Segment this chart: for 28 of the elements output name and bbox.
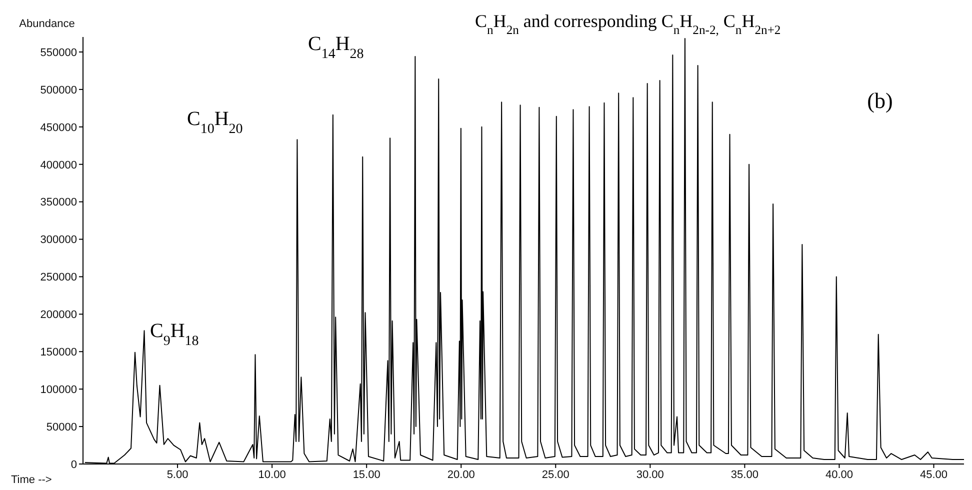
y-tick-label: 350000 (40, 196, 77, 209)
x-tick-label: 15.00 (352, 468, 380, 481)
x-tick-label: 20.00 (447, 468, 475, 481)
x-tick-label: 5.00 (166, 468, 188, 481)
x-axis-title: Time --> (11, 474, 52, 486)
y-tick-label: 250000 (40, 272, 77, 284)
y-tick-label: 100000 (40, 384, 77, 396)
x-tick-label: 30.00 (636, 468, 664, 481)
x-tick-label: 10.00 (258, 468, 286, 481)
annotation: (b) (867, 88, 893, 113)
y-tick-label: 400000 (40, 159, 77, 172)
y-tick-label: 50000 (46, 421, 77, 434)
annotation: C$_{10}$H$_{20}$ (187, 108, 243, 136)
y-tick-label: 500000 (40, 84, 77, 96)
x-tick-label: 25.00 (542, 468, 570, 481)
x-tick-label: 35.00 (730, 468, 758, 481)
y-tick-label: 150000 (40, 346, 77, 359)
y-axis-title: Abundance (19, 18, 75, 30)
y-tick-label: 550000 (40, 46, 77, 59)
annotation: C$_{9}$H$_{18}$ (150, 320, 199, 348)
x-tick-label: 45.00 (920, 468, 948, 481)
annotation: C$_{14}$H$_{28}$ (308, 33, 364, 62)
y-tick-label: 0 (70, 458, 77, 471)
y-tick-label: 200000 (40, 309, 77, 322)
y-tick-label: 450000 (40, 122, 77, 134)
text: C$_{n}$H$_{2n}$ and corresponding C$_{n}$H$_{2n-2,}$ C$_{n}$H$_{2n+2}$ (475, 11, 781, 37)
y-tick-label: 300000 (40, 234, 77, 246)
x-tick-label: 40.00 (825, 468, 853, 481)
